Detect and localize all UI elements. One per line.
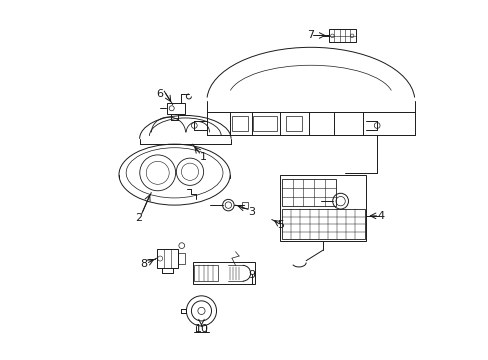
- Text: 7: 7: [306, 30, 314, 40]
- Text: 8: 8: [140, 259, 147, 269]
- Bar: [178, 253, 185, 264]
- Text: 6: 6: [157, 89, 163, 99]
- Bar: [231, 116, 247, 131]
- Bar: [328, 30, 355, 42]
- Bar: [285, 116, 301, 131]
- Text: 4: 4: [376, 211, 384, 221]
- Text: 2: 2: [135, 213, 142, 222]
- Text: 5: 5: [276, 220, 283, 230]
- Bar: [282, 209, 364, 239]
- Text: 10: 10: [194, 324, 208, 334]
- Bar: [253, 116, 276, 131]
- Bar: [192, 262, 255, 284]
- Bar: [156, 249, 178, 268]
- Text: 1: 1: [200, 152, 206, 162]
- Bar: [280, 175, 366, 241]
- Bar: [282, 179, 335, 207]
- Bar: [167, 103, 184, 114]
- Bar: [194, 265, 217, 281]
- Bar: [242, 202, 248, 208]
- Text: 9: 9: [247, 270, 255, 280]
- Text: 3: 3: [248, 207, 255, 217]
